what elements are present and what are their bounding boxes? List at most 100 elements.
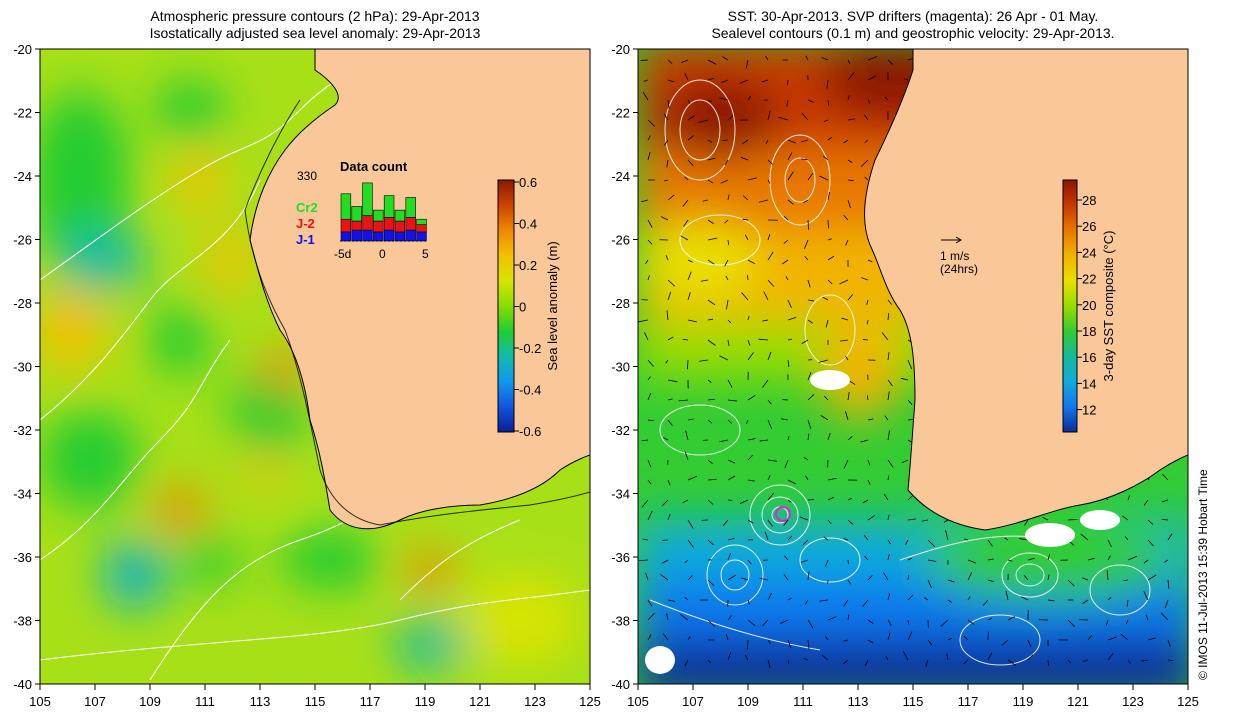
data-count-max-label: 330: [297, 169, 317, 183]
svp-drifter-track: [775, 506, 791, 522]
dc-bar-6-2: [405, 197, 416, 218]
left-xtick-115: 115: [305, 694, 326, 709]
sla-colorbar-tick-2: 0.2: [519, 258, 537, 273]
dc-bar-2-2: [362, 182, 373, 216]
dc-bar-3-1: [373, 220, 384, 233]
legend-j1: J-1: [296, 232, 315, 247]
sla-colorbar-tick-4: -0.2: [519, 341, 541, 356]
right-xtick-119: 119: [1013, 694, 1034, 709]
right-ytick--26: -26: [611, 233, 630, 248]
right-title-line1: SST: 30-Apr-2013. SVP drifters (magenta)…: [727, 8, 1099, 24]
dc-bar-1-0: [351, 229, 362, 242]
dc-bar-5-1: [394, 220, 406, 233]
left-xtick-121: 121: [469, 694, 491, 709]
left-ytick--22: -22: [13, 106, 32, 121]
left-xtick-117: 117: [360, 694, 381, 709]
right-ytick--38: -38: [611, 614, 630, 629]
left-ytick--40: -40: [13, 677, 32, 692]
right-xtick-123: 123: [1122, 694, 1144, 709]
left-xtick-123: 123: [524, 694, 546, 709]
sst-colorbar-tick-1: 26: [1082, 219, 1096, 234]
right-ytick--36: -36: [611, 550, 630, 565]
right-ytick--32: -32: [611, 423, 630, 438]
scale-arrow-label-speed: 1 m/s: [940, 249, 969, 263]
sst-colorbar-tick-3: 22: [1082, 272, 1096, 287]
sea-level-anomaly-map: [39, 48, 591, 685]
data-count-title: Data count: [340, 159, 408, 174]
sst-colorbar-tick-7: 14: [1082, 376, 1096, 391]
sla-colorbar-tick-5: -0.4: [519, 383, 541, 398]
right-xtick-115: 115: [903, 694, 924, 709]
right-xtick-105: 105: [627, 694, 649, 709]
right-panel-title: SST: 30-Apr-2013. SVP drifters (magenta)…: [638, 8, 1188, 42]
dc-xtick-2: 5: [422, 247, 429, 261]
sst-colorbar-tick-2: 24: [1082, 245, 1096, 260]
right-ytick--28: -28: [611, 296, 630, 311]
dc-xtick-1: 0: [379, 247, 386, 261]
dc-bar-4-2: [383, 195, 395, 218]
dc-bar-0-1: [340, 218, 352, 233]
left-ytick--20: -20: [13, 42, 32, 57]
left-title-line1: Atmospheric pressure contours (2 hPa): 2…: [150, 8, 480, 24]
copyright-notice: © IMOS 11-Jul-2013 15:39 Hobart Time: [1196, 469, 1210, 680]
right-ytick--40: -40: [611, 677, 630, 692]
left-ytick--32: -32: [13, 423, 32, 438]
right-ytick--34: -34: [611, 487, 630, 502]
sst-colorbar-tick-8: 12: [1082, 403, 1096, 418]
legend-cr2: Cr2: [296, 200, 318, 215]
left-xtick-107: 107: [84, 694, 106, 709]
right-xtick-125: 125: [1177, 694, 1199, 709]
dc-bar-5-2: [394, 209, 406, 222]
right-xtick-109: 109: [737, 694, 759, 709]
dc-bar-0-0: [340, 231, 352, 242]
sla-colorbar-tick-6: -0.6: [519, 424, 541, 439]
sea-level-contours: [649, 79, 1151, 666]
left-xtick-125: 125: [579, 694, 601, 709]
left-ytick--26: -26: [13, 233, 32, 248]
right-xtick-111: 111: [793, 694, 813, 709]
dc-xtick-0: -5d: [334, 247, 351, 261]
left-ytick--24: -24: [13, 169, 32, 184]
sla-colorbar-tick-3: 0: [519, 300, 526, 315]
right-ytick--30: -30: [611, 360, 630, 375]
dc-bar-4-1: [383, 217, 395, 231]
sla-colorbar-tick-0: 0.6: [519, 175, 537, 190]
dc-bar-4-0: [383, 229, 395, 242]
dc-bar-6-1: [405, 217, 416, 231]
left-xtick-111: 111: [195, 694, 215, 709]
dc-bar-2-1: [362, 215, 373, 231]
sst-colorbar-tick-5: 18: [1082, 324, 1096, 339]
right-ytick--20: -20: [611, 42, 630, 57]
sla-colorbar-tick-1: 0.4: [519, 217, 537, 232]
dc-bar-5-0: [394, 231, 406, 242]
right-xtick-117: 117: [958, 694, 979, 709]
data-count-inset: Data count 330 Cr2 J-2 J-1 -5d 0 5: [296, 159, 429, 261]
sla-colorbar-label: Sea level anomaly (m): [545, 241, 560, 370]
left-xtick-109: 109: [139, 694, 161, 709]
dc-bar-0-2: [340, 193, 352, 220]
sst-colorbar-tick-6: 16: [1082, 350, 1096, 365]
cloud-mask: [645, 370, 1120, 674]
left-xtick-105: 105: [29, 694, 51, 709]
sst-colorbar-tick-0: 28: [1082, 193, 1096, 208]
sla-colorbar: 0.6 0.4 0.2 0 -0.2 -0.4 -0.6 Sea level anomaly…: [497, 175, 560, 439]
dc-bar-1-2: [351, 206, 362, 222]
dc-bar-3-0: [373, 231, 384, 242]
left-ytick--30: -30: [13, 360, 32, 375]
dc-bar-3-2: [373, 209, 384, 222]
right-ytick--24: -24: [611, 169, 630, 184]
left-ytick--38: -38: [13, 614, 32, 629]
left-ytick--28: -28: [13, 296, 32, 311]
dc-bar-2-0: [362, 229, 373, 242]
right-xtick-107: 107: [682, 694, 704, 709]
sla-anomaly-field: [40, 80, 580, 670]
sst-map: 1 m/s (24hrs): [637, 48, 1189, 685]
left-panel-title: Atmospheric pressure contours (2 hPa): 2…: [40, 8, 590, 42]
right-xtick-113: 113: [848, 694, 869, 709]
left-xtick-113: 113: [250, 694, 271, 709]
dc-bar-1-1: [351, 220, 362, 231]
left-ytick--34: -34: [13, 487, 32, 502]
left-title-line2: Isostatically adjusted sea level anomaly…: [149, 25, 481, 41]
dc-bar-7-2: [416, 218, 427, 225]
